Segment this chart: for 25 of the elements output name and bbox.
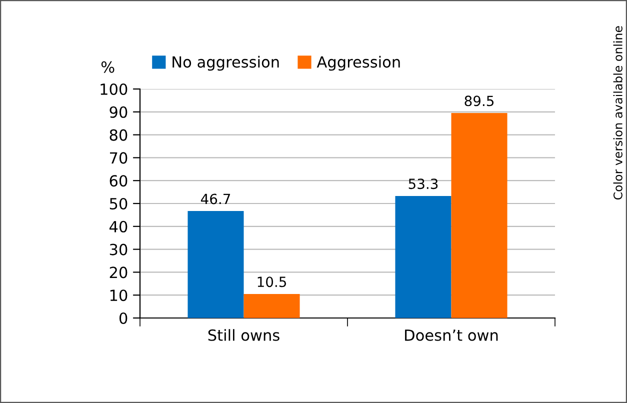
y-tick-label: 30	[110, 244, 128, 256]
y-tick-label: 80	[110, 129, 128, 141]
bar	[244, 294, 300, 318]
data-label: 53.3	[408, 178, 438, 190]
bar	[395, 196, 452, 318]
y-tick-label: 60	[110, 175, 128, 187]
y-tick-label: 90	[110, 106, 128, 118]
y-tick-label: 10	[110, 290, 128, 302]
y-tick-label: 50	[110, 198, 128, 210]
y-tick-label: 0	[119, 312, 128, 324]
x-tick-label: Still owns	[208, 329, 280, 341]
y-axis-title: %	[101, 61, 114, 73]
y-tick-label: 70	[110, 152, 128, 164]
y-tick-label: 40	[110, 220, 128, 232]
data-label: 10.5	[258, 276, 286, 288]
bar	[451, 113, 508, 318]
y-tick-label: 100	[100, 83, 128, 96]
x-tick-label: Doesn’t own	[405, 330, 498, 341]
text: Color version available online	[613, 26, 622, 200]
data-label: 89.5	[464, 96, 494, 106]
legend-label: Aggression	[316, 56, 400, 71]
data-label: 46.7	[200, 194, 230, 204]
y-tick-label: 20	[110, 266, 128, 278]
bar	[188, 211, 244, 318]
legend-label: No aggression	[172, 56, 279, 71]
